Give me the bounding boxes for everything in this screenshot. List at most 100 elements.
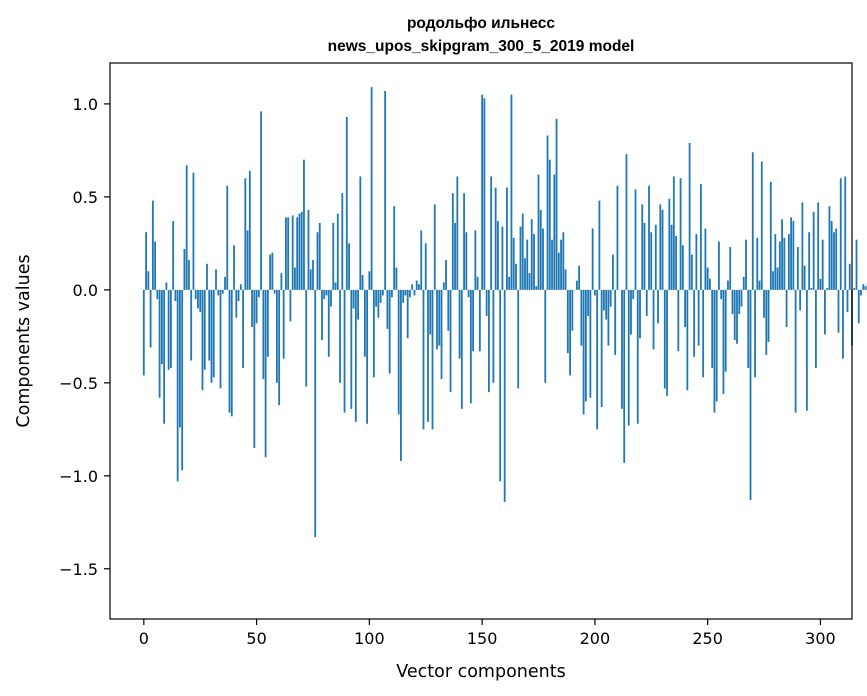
- bar-88: [341, 193, 344, 290]
- bar-80: [323, 289, 326, 300]
- bar-45: [244, 178, 247, 290]
- bar-212: [621, 289, 623, 409]
- bar-81: [325, 289, 328, 296]
- y-axis-ticks: −1.5 −1.0 −0.5 0.0 0.5 1.0: [59, 95, 110, 579]
- bar-163: [510, 94, 513, 290]
- bar-60: [278, 289, 281, 406]
- bar-221: [641, 204, 644, 290]
- bar-137: [451, 193, 454, 290]
- bar-177: [542, 228, 544, 290]
- bar-178: [544, 289, 547, 383]
- bar-140: [458, 289, 461, 359]
- bar-18: [183, 248, 186, 290]
- bar-119: [411, 284, 414, 290]
- bar-118: [409, 289, 411, 298]
- bar-189: [569, 289, 571, 376]
- bar-232: [666, 289, 668, 396]
- bar-237: [677, 289, 680, 352]
- bar-32: [215, 269, 217, 290]
- bar-16: [179, 289, 181, 428]
- bar-157: [497, 221, 499, 290]
- y-tick-label: −0.5: [59, 374, 98, 393]
- y-tick-label: 0.0: [73, 281, 98, 300]
- bar-7: [158, 289, 161, 398]
- x-axis-label: Vector components: [396, 662, 565, 682]
- bar-194: [580, 289, 583, 346]
- bar-161: [506, 187, 508, 290]
- bar-113: [397, 289, 400, 415]
- chart-title: родольфо ильнесс: [407, 15, 555, 32]
- bar-64: [287, 217, 290, 290]
- bar-149: [478, 289, 481, 352]
- bar-240: [684, 289, 686, 328]
- bar-125: [424, 243, 427, 290]
- bar-28: [206, 263, 208, 290]
- bar-103: [375, 289, 378, 307]
- bar-98: [363, 289, 366, 357]
- bar-48: [251, 289, 253, 328]
- bar-195: [582, 289, 585, 415]
- bar-72: [305, 289, 308, 387]
- bar-96: [359, 176, 362, 290]
- bar-236: [675, 235, 677, 290]
- bar-36: [224, 276, 226, 290]
- bar-43: [239, 284, 242, 290]
- bar-141: [460, 289, 463, 409]
- bar-106: [381, 289, 384, 296]
- bar-224: [648, 185, 650, 290]
- bar-316: [855, 239, 858, 290]
- bar-35: [221, 289, 224, 294]
- bar-120: [413, 289, 416, 296]
- bar-40: [233, 245, 235, 290]
- bar-285: [785, 289, 788, 328]
- bar-302: [824, 289, 826, 335]
- y-tick-label: 1.0: [73, 95, 98, 114]
- bar-91: [348, 243, 350, 290]
- bar-79: [321, 289, 323, 341]
- bar-78: [318, 222, 321, 290]
- bar-39: [230, 289, 233, 417]
- bar-284: [783, 237, 786, 290]
- bar-129: [433, 204, 436, 290]
- x-tick-label: 50: [246, 629, 266, 648]
- bar-215: [627, 289, 630, 426]
- bar-225: [650, 232, 653, 290]
- bar-204: [603, 289, 605, 311]
- bar-134: [445, 260, 447, 290]
- bar-304: [828, 206, 831, 290]
- bar-93: [352, 289, 355, 309]
- bar-117: [406, 289, 409, 339]
- bar-114: [400, 289, 402, 461]
- bar-281: [776, 267, 779, 290]
- bar-110: [391, 289, 393, 298]
- y-axis-label: Components values: [14, 254, 34, 427]
- bar-219: [636, 289, 639, 424]
- bar-109: [388, 289, 391, 374]
- bar-269: [749, 289, 752, 500]
- bar-57: [271, 252, 274, 290]
- bar-255: [718, 241, 720, 290]
- bar-41: [235, 289, 238, 318]
- bar-318: [860, 289, 862, 296]
- bar-94: [354, 289, 357, 422]
- bar-275: [763, 289, 765, 318]
- bar-280: [774, 234, 777, 290]
- plot-frame: [109, 62, 853, 620]
- bar-132: [440, 289, 443, 380]
- bar-10: [165, 282, 168, 290]
- y-tick-label: −1.5: [59, 560, 98, 579]
- bar-99: [366, 289, 368, 424]
- bar-33: [217, 289, 220, 296]
- bar-168: [521, 213, 524, 290]
- bar-153: [487, 289, 490, 393]
- bar-198: [589, 289, 592, 398]
- bar-101: [370, 87, 373, 290]
- bar-25: [199, 289, 202, 313]
- bar-317: [857, 289, 860, 324]
- bar-135: [447, 289, 450, 331]
- bar-188: [566, 289, 569, 354]
- bar-56: [269, 254, 272, 290]
- bar-182: [553, 174, 556, 290]
- bar-261: [731, 289, 734, 315]
